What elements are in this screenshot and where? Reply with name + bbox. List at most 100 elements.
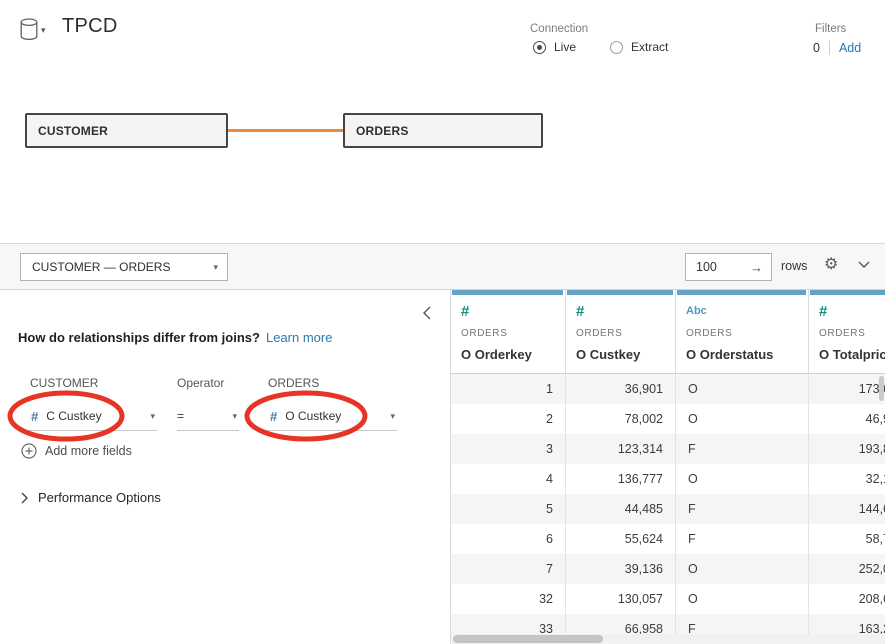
table-cell: O: [676, 584, 809, 614]
table-cell: 1: [451, 374, 566, 404]
column-table-name: ORDERS: [686, 328, 733, 339]
operator-column-label: Operator: [177, 376, 225, 390]
table-cell: 2: [451, 404, 566, 434]
table-cell: 173,6: [809, 374, 885, 404]
chevron-down-icon: ▾: [232, 410, 237, 421]
table-cell: 36,901: [566, 374, 676, 404]
table-cell: F: [676, 614, 809, 644]
table-node-customer[interactable]: CUSTOMER: [25, 113, 228, 148]
add-more-fields-button[interactable]: Add more fields: [21, 443, 132, 459]
column-field-name: O Custkey: [576, 347, 641, 362]
collapse-panel-chevron-icon[interactable]: [423, 306, 431, 320]
filters-row: 0 Add: [813, 40, 861, 55]
vertical-scrollbar[interactable]: [879, 376, 884, 401]
column-table-name: ORDERS: [461, 328, 508, 339]
grid-column-header[interactable]: # ORDERS O Custkey: [566, 290, 676, 373]
table-cell: 55,624: [566, 524, 676, 554]
gear-icon[interactable]: ⚙: [824, 256, 839, 273]
row-count-value[interactable]: 100: [696, 260, 717, 274]
left-field-select[interactable]: # C Custkey ▾: [28, 402, 157, 431]
filters-count: 0: [813, 40, 820, 55]
bottom-toolbar: CUSTOMER — ORDERS ▾ 100 → rows ⚙: [0, 243, 885, 290]
operator-select[interactable]: = ▾: [177, 402, 239, 431]
chevron-down-icon: ▾: [390, 410, 395, 421]
number-type-icon: #: [576, 303, 585, 320]
live-radio-label[interactable]: Live: [554, 40, 577, 54]
number-type-icon: #: [31, 408, 39, 424]
add-filter-link[interactable]: Add: [838, 40, 862, 55]
question-text: How do relationships differ from joins?: [18, 330, 260, 345]
table-cell: 130,057: [566, 584, 676, 614]
table-cell: 33: [451, 614, 566, 644]
column-accent-bar: [452, 290, 563, 295]
operator-value: =: [177, 409, 185, 423]
column-accent-bar: [677, 290, 806, 295]
table-cell: 44,485: [566, 494, 676, 524]
number-type-icon: #: [270, 408, 278, 424]
live-radio[interactable]: [533, 40, 546, 54]
extract-radio[interactable]: [610, 40, 624, 54]
grid-header: # ORDERS O Orderkey # ORDERS O Custkey Abc ORDE…: [451, 290, 885, 374]
database-icon[interactable]: [20, 18, 38, 41]
performance-options-toggle[interactable]: Performance Options: [21, 490, 161, 505]
table-cell: 39,136: [566, 554, 676, 584]
relationships-question: How do relationships differ from joins? L…: [18, 330, 332, 345]
table-cell: 193,8: [809, 434, 885, 464]
horizontal-scrollbar[interactable]: [451, 634, 885, 644]
horizontal-scrollbar-thumb[interactable]: [453, 635, 603, 643]
database-caret-icon[interactable]: ▾: [41, 25, 46, 35]
number-type-icon: #: [819, 303, 828, 320]
chevron-down-icon: ▾: [213, 261, 218, 272]
extract-radio-label[interactable]: Extract: [631, 40, 669, 54]
relationship-pair-label: CUSTOMER — ORDERS: [32, 260, 171, 274]
column-field-name: O Orderkey: [461, 347, 532, 362]
learn-more-link[interactable]: Learn more: [265, 330, 333, 345]
relationship-connector[interactable]: [228, 129, 343, 132]
column-table-name: ORDERS: [819, 328, 866, 339]
performance-options-label: Performance Options: [38, 490, 161, 505]
table-cell: F: [676, 494, 809, 524]
grid-body: 136,901O173,6278,002O46,93123,314F193,84…: [451, 374, 885, 644]
table-cell: 208,6: [809, 584, 885, 614]
relationship-pair-dropdown[interactable]: CUSTOMER — ORDERS ▾: [20, 253, 228, 281]
data-preview-grid: # ORDERS O Orderkey # ORDERS O Custkey Abc ORDE…: [450, 290, 885, 644]
add-more-fields-label: Add more fields: [45, 444, 132, 458]
table-cell: 32: [451, 584, 566, 614]
right-table-column-label: ORDERS: [268, 376, 320, 390]
collapse-grid-chevron-icon[interactable]: [858, 261, 870, 268]
number-type-icon: #: [461, 303, 470, 320]
table-cell: F: [676, 434, 809, 464]
apply-row-count-arrow-icon[interactable]: →: [750, 259, 763, 275]
table-cell: 66,958: [566, 614, 676, 644]
grid-column-header[interactable]: Abc ORDERS O Orderstatus: [676, 290, 809, 373]
filters-divider: [828, 40, 830, 55]
table-cell: 32,1: [809, 464, 885, 494]
table-cell: 58,7: [809, 524, 885, 554]
table-cell: 252,0: [809, 554, 885, 584]
chevron-down-icon: ▾: [150, 410, 155, 421]
table-cell: F: [676, 524, 809, 554]
table-node-orders[interactable]: ORDERS: [343, 113, 543, 148]
column-field-name: O Orderstatus: [686, 347, 774, 362]
right-field-select[interactable]: # O Custkey ▾: [267, 402, 397, 431]
table-cell: 144,6: [809, 494, 885, 524]
column-field-name: O Totalprice: [819, 347, 885, 362]
column-table-name: ORDERS: [576, 328, 623, 339]
circle-plus-icon: [21, 443, 37, 459]
table-cell: 46,9: [809, 404, 885, 434]
grid-column-header[interactable]: # ORDERS O Totalprice: [809, 290, 885, 373]
table-cell: 136,777: [566, 464, 676, 494]
row-count-input[interactable]: 100 →: [685, 253, 772, 281]
relationship-editor-panel: How do relationships differ from joins? L…: [0, 290, 450, 644]
table-cell: O: [676, 464, 809, 494]
grid-column-header[interactable]: # ORDERS O Orderkey: [451, 290, 566, 373]
datasource-title[interactable]: TPCD: [62, 15, 118, 37]
